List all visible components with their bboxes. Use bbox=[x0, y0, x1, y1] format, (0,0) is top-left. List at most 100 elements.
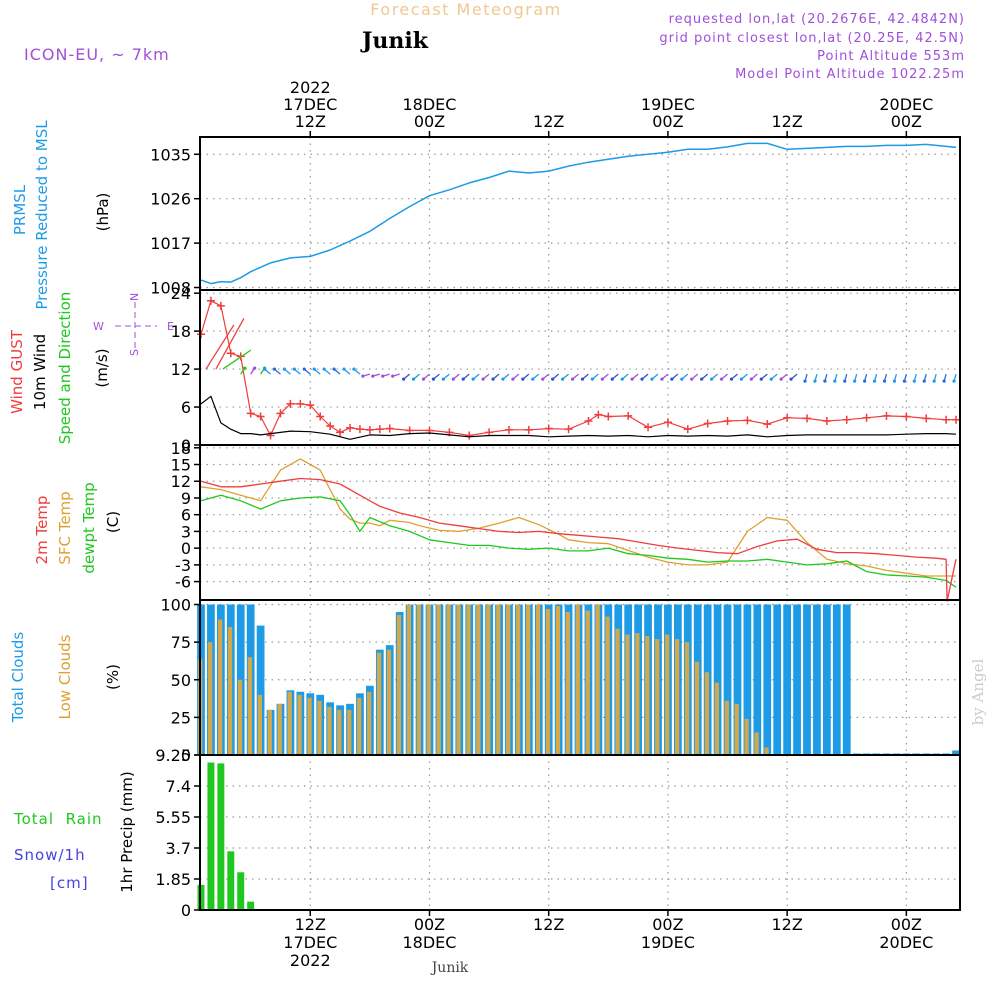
low-clouds-bar bbox=[714, 682, 719, 755]
wind-arrow-head bbox=[411, 377, 416, 381]
y-tick-label: -3 bbox=[175, 556, 191, 575]
gust-marker bbox=[276, 409, 285, 418]
gust-marker bbox=[465, 431, 474, 440]
prmsl-label: PRMSL bbox=[11, 184, 29, 235]
wind-arrow-head bbox=[803, 379, 807, 383]
low-clouds-bar bbox=[367, 691, 372, 755]
snow-label: Snow/1h bbox=[14, 846, 86, 864]
requested-coords: requested lon,lat (20.2676E, 42.4842N) bbox=[669, 12, 965, 27]
total-clouds-bar bbox=[783, 604, 792, 755]
wind-arrow-head bbox=[421, 377, 426, 381]
gust-marker bbox=[922, 414, 931, 423]
wind-gust-label: Wind GUST bbox=[8, 329, 26, 414]
low-clouds-bar bbox=[357, 697, 362, 755]
gust-marker bbox=[346, 423, 355, 432]
y-tick-label: 25 bbox=[171, 708, 191, 727]
low-clouds-bar bbox=[565, 612, 570, 755]
gust-marker bbox=[296, 399, 305, 408]
wind-arrow-head bbox=[779, 377, 783, 381]
model-label: ICON-EU, ~ 7km bbox=[24, 45, 170, 64]
wind-arrow-head bbox=[823, 379, 827, 383]
top-time-label: 2022 bbox=[290, 78, 331, 97]
sfc-temp-line bbox=[200, 458, 956, 577]
gust-marker bbox=[216, 301, 225, 310]
wind-arrow-head bbox=[272, 367, 277, 371]
credit-label: by Angel bbox=[969, 658, 987, 725]
low-clouds-bar bbox=[694, 661, 700, 755]
direction-arrow bbox=[205, 324, 235, 370]
wind-arrow-head bbox=[680, 377, 684, 381]
rain-bar bbox=[227, 851, 235, 910]
gust-marker bbox=[306, 401, 315, 410]
low-clouds-bar bbox=[267, 709, 272, 755]
temp-unit-label: (C) bbox=[104, 511, 122, 533]
total-clouds-bar bbox=[773, 604, 782, 755]
wind-arrow-head bbox=[551, 377, 555, 381]
gust-marker bbox=[256, 412, 265, 421]
dewpt-temp-line bbox=[200, 494, 957, 588]
wind-arrow-head bbox=[769, 377, 773, 381]
low-clouds-bar bbox=[684, 642, 690, 755]
wind-arrow-head bbox=[560, 377, 565, 381]
clouds-panel-labels: Total Clouds Low Clouds (%) bbox=[9, 632, 122, 724]
temp-panel-labels: 2m Temp SFC Temp dewpt Temp (C) bbox=[33, 482, 122, 573]
temp-dewpt-label: dewpt Temp bbox=[80, 482, 98, 573]
wind-arrow-head bbox=[700, 377, 704, 381]
low-clouds-bar bbox=[635, 633, 640, 755]
total-clouds-label: Total Clouds bbox=[9, 632, 27, 724]
y-tick-label: 1.85 bbox=[155, 870, 191, 889]
gust-marker bbox=[544, 424, 553, 433]
total-rain-label: Total Rain bbox=[13, 810, 103, 828]
pressure-unit-label: (hPa) bbox=[94, 193, 112, 232]
low-clouds-bar bbox=[386, 649, 392, 755]
bottom-time-label: 18DEC bbox=[403, 933, 457, 952]
low-clouds-bar bbox=[625, 634, 630, 755]
wind-arrow-head bbox=[600, 377, 604, 381]
low-clouds-bar bbox=[545, 609, 551, 755]
y-tick-label: 1017 bbox=[150, 234, 191, 253]
low-clouds-bar bbox=[337, 709, 342, 755]
bottom-time-label: 19DEC bbox=[641, 933, 695, 952]
bottom-time-label: 12Z bbox=[771, 915, 802, 934]
low-clouds-bar bbox=[744, 718, 749, 755]
y-tick-label: 7.4 bbox=[166, 777, 191, 796]
wind-arrow-head bbox=[570, 377, 575, 381]
low-clouds-bar bbox=[615, 628, 620, 755]
pressure-panel-labels: PRMSL Pressure Reduced to MSL (hPa) bbox=[11, 120, 112, 310]
wind-arrow-head bbox=[942, 379, 946, 383]
low-clouds-bar bbox=[277, 703, 282, 755]
y-tick-label: 9.25 bbox=[155, 746, 191, 765]
bottom-time-label: 00Z bbox=[652, 915, 683, 934]
gust-marker bbox=[226, 349, 235, 358]
compass-rose: N S W E bbox=[93, 293, 174, 356]
y-tick-label: 75 bbox=[171, 633, 191, 652]
low-clouds-bar bbox=[446, 604, 451, 755]
low-clouds-bar bbox=[704, 672, 710, 755]
compass-e: E bbox=[167, 320, 174, 333]
y-tick-label: 6 bbox=[181, 398, 191, 417]
gust-marker bbox=[524, 425, 533, 434]
wind-arrow-head bbox=[872, 379, 877, 383]
y-tick-label: 5.55 bbox=[155, 808, 191, 827]
wind-arrow-head bbox=[739, 377, 743, 381]
wind-arrow-head bbox=[531, 377, 535, 381]
bottom-time-label: 2022 bbox=[290, 951, 331, 970]
y-tick-label: 1008 bbox=[150, 279, 191, 298]
panel-frame-5 bbox=[199, 754, 961, 911]
location-title: Junik bbox=[360, 28, 429, 54]
snow-unit-label: [cm] bbox=[50, 874, 89, 892]
gust-marker bbox=[862, 413, 871, 422]
low-clouds-bar bbox=[208, 642, 213, 755]
gust-marker bbox=[286, 399, 295, 408]
direction-arrow bbox=[215, 318, 245, 370]
panel-frame-1 bbox=[199, 136, 961, 291]
wind-arrow-head bbox=[312, 367, 316, 371]
low-clouds-bar bbox=[396, 615, 402, 755]
y-tick-label: 12 bbox=[171, 472, 191, 491]
wind-arrow-head bbox=[391, 374, 395, 378]
gust-marker bbox=[842, 415, 851, 424]
top-time-label: 12Z bbox=[771, 112, 802, 131]
gust-marker bbox=[952, 415, 961, 424]
top-time-label: 12Z bbox=[295, 112, 326, 131]
